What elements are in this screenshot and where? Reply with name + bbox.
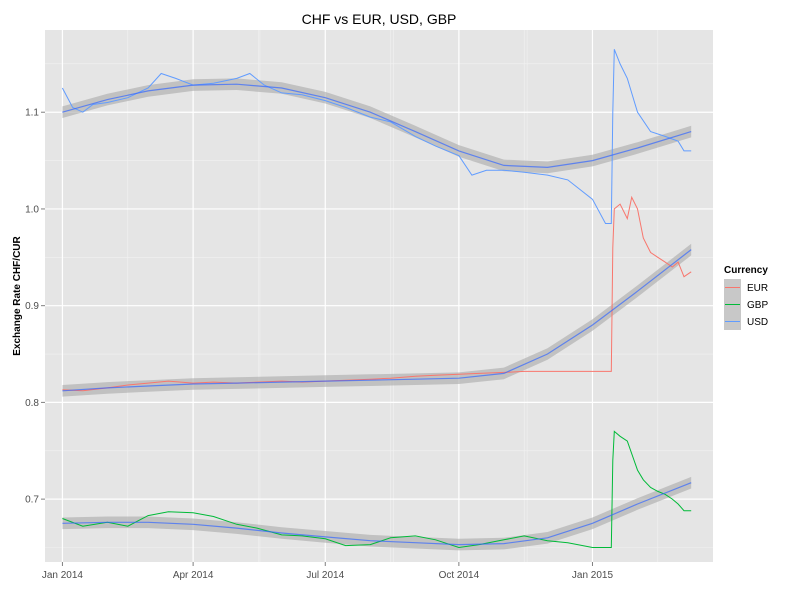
legend-title: Currency bbox=[724, 265, 768, 276]
band-eur bbox=[62, 243, 692, 397]
smooth-lines bbox=[62, 83, 692, 546]
legend-label-gbp: GBP bbox=[747, 300, 768, 311]
smooth-gbp bbox=[62, 482, 692, 546]
y-tick-label: 0.8 bbox=[25, 398, 39, 409]
smooth-eur bbox=[62, 249, 692, 392]
y-tick-label: 0.9 bbox=[25, 301, 39, 312]
legend: Currency EUR GBP USD bbox=[724, 265, 768, 330]
y-tick-label: 1.1 bbox=[25, 108, 39, 119]
y-tick-label: 1.0 bbox=[25, 204, 39, 215]
band-gbp bbox=[62, 476, 692, 551]
y-axis-label: Exchange Rate CHF/CUR bbox=[12, 235, 23, 355]
y-tick-label: 0.7 bbox=[25, 495, 39, 506]
line-eur bbox=[62, 195, 692, 392]
axis-ticks: 0.7 0.8 0.9 1.0 1.1 Jan 2014 Apr 2014 Jul 2014 O… bbox=[25, 108, 613, 581]
smooth-usd bbox=[62, 83, 692, 169]
grid bbox=[45, 30, 713, 562]
chart-title: CHF vs EUR, USD, GBP bbox=[302, 11, 457, 27]
x-tick-label: Jan 2014 bbox=[42, 570, 84, 581]
smooth-bands bbox=[62, 78, 692, 551]
x-tick-label: Jul 2014 bbox=[306, 570, 344, 581]
line-usd bbox=[61, 49, 692, 224]
legend-label-eur: EUR bbox=[747, 283, 768, 294]
x-tick-label: Oct 2014 bbox=[439, 570, 480, 581]
x-tick-label: Apr 2014 bbox=[173, 570, 214, 581]
x-tick-label: Jan 2015 bbox=[572, 570, 614, 581]
legend-label-usd: USD bbox=[747, 317, 768, 328]
